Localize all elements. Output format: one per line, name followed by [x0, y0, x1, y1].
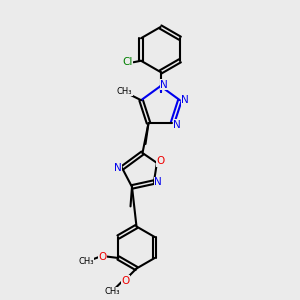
Text: N: N: [160, 80, 168, 90]
Text: O: O: [156, 156, 165, 167]
Text: N: N: [114, 163, 122, 173]
Text: Cl: Cl: [122, 57, 133, 67]
Text: N: N: [173, 119, 181, 130]
Text: N: N: [154, 177, 162, 187]
Text: CH₃: CH₃: [117, 87, 132, 96]
Text: CH₃: CH₃: [79, 256, 94, 266]
Text: CH₃: CH₃: [105, 287, 120, 296]
Text: N: N: [182, 95, 189, 105]
Text: O: O: [99, 251, 107, 262]
Text: O: O: [121, 275, 130, 286]
